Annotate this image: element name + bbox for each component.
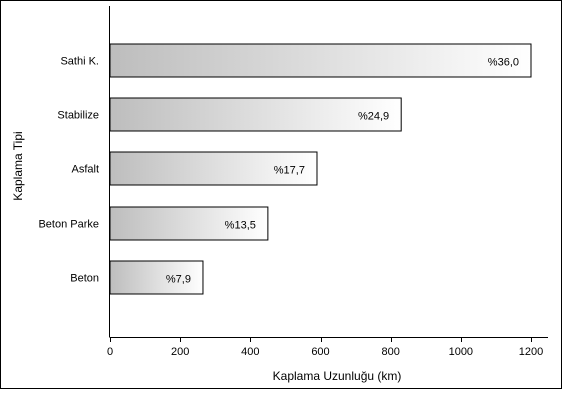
bar-asfalt <box>109 151 318 186</box>
x-tick-label: 0 <box>107 346 113 358</box>
x-tick-label: 1000 <box>449 346 473 358</box>
bar-beton-parke <box>109 206 269 241</box>
data-label: %24,9 <box>358 111 389 123</box>
x-tick-label: 400 <box>241 346 259 358</box>
data-labels: %36,0 %24,9 %17,7 %13,5 %7,9 <box>166 57 519 286</box>
x-axis: 0 200 400 600 800 1000 1200 <box>107 337 548 358</box>
x-tick-label: 800 <box>381 346 399 358</box>
x-tick-label: 200 <box>171 346 189 358</box>
category-label: Stabilize <box>57 110 99 122</box>
category-label: Beton Parke <box>38 219 99 231</box>
data-label: %36,0 <box>488 57 519 69</box>
data-label: %17,7 <box>274 165 305 177</box>
category-labels: Sathi K. Stabilize Asfalt Beton Parke Beton <box>38 56 99 285</box>
data-label: %13,5 <box>225 220 256 232</box>
data-label: %7,9 <box>166 274 191 286</box>
bar-stabilize <box>109 97 402 132</box>
bar-sathi-k <box>109 43 532 78</box>
x-axis-title: Kaplama Uzunluğu (km) <box>273 369 402 383</box>
y-axis-title: Kaplama Tipi <box>11 131 25 200</box>
category-label: Asfalt <box>71 164 99 176</box>
x-tick-label: 1200 <box>519 346 543 358</box>
category-label: Beton <box>70 273 99 285</box>
category-label: Sathi K. <box>60 56 99 68</box>
x-tick-label: 600 <box>311 346 329 358</box>
bar-series <box>109 43 532 295</box>
